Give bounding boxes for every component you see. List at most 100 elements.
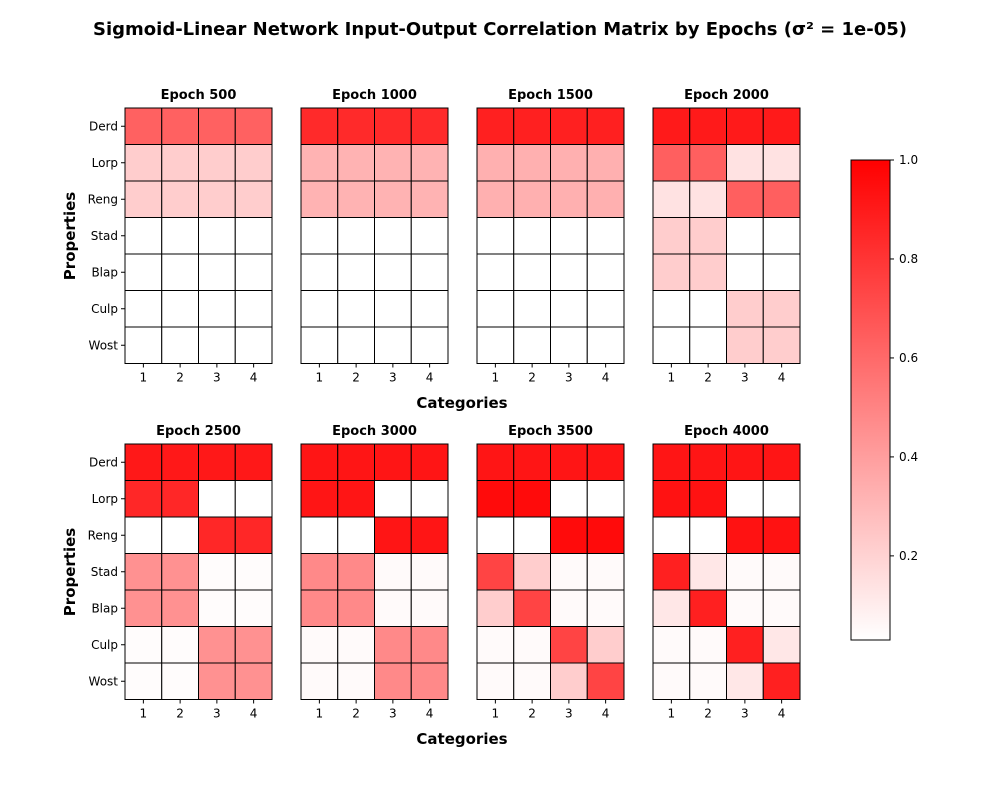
- heatmap-cell: [550, 553, 588, 591]
- x-tick-label: 1: [668, 371, 676, 385]
- heatmap-cell: [689, 443, 727, 481]
- panel-title: Epoch 500: [161, 88, 237, 103]
- heatmap-cell: [689, 253, 727, 291]
- x-tick-label: 1: [492, 707, 500, 721]
- heatmap-cell: [410, 180, 449, 218]
- heatmap-cell: [198, 662, 236, 700]
- x-tick-label: 3: [389, 371, 397, 385]
- heatmap-cell: [513, 480, 551, 518]
- heatmap-cell: [586, 480, 625, 518]
- heatmap-panel: Epoch 2500 1 2 3 4 Derd Lorp Reng Stad Blap Culp Wo…: [88, 424, 273, 721]
- heatmap-cell: [586, 516, 625, 554]
- heatmap-cell: [161, 553, 199, 591]
- heatmap-cell: [652, 253, 691, 291]
- heatmap-cell: [234, 589, 273, 627]
- y-tick-label: Lorp: [92, 492, 118, 506]
- heatmap-cell: [234, 290, 273, 328]
- heatmap-panel: Epoch 1000 1 2 3 4: [300, 88, 449, 385]
- heatmap-cell: [726, 589, 764, 627]
- heatmap-cell: [689, 589, 727, 627]
- y-tick-label: Wost: [89, 674, 119, 688]
- heatmap-cell: [410, 253, 449, 291]
- heatmap-cell: [513, 290, 551, 328]
- heatmap-cell: [337, 253, 375, 291]
- heatmap-cell: [550, 253, 588, 291]
- x-tick-label: 1: [316, 707, 324, 721]
- y-tick-label: Stad: [91, 229, 118, 243]
- heatmap-cell: [337, 107, 375, 145]
- heatmap-cell: [124, 107, 163, 145]
- x-tick-label: 2: [704, 707, 712, 721]
- x-tick-label: 3: [213, 707, 221, 721]
- heatmap-cell: [652, 107, 691, 145]
- y-tick-label: Reng: [88, 528, 118, 542]
- heatmap-cell: [198, 253, 236, 291]
- heatmap-cell: [198, 480, 236, 518]
- heatmap-cell: [300, 290, 339, 328]
- heatmap-cell: [476, 516, 515, 554]
- heatmap-cell: [652, 662, 691, 700]
- heatmap-cell: [652, 180, 691, 218]
- heatmap-cell: [410, 480, 449, 518]
- heatmap-cell: [762, 290, 801, 328]
- heatmap-cell: [726, 290, 764, 328]
- heatmap-cell: [198, 516, 236, 554]
- x-tick-label: 2: [352, 371, 360, 385]
- heatmap-cell: [161, 217, 199, 255]
- heatmap-cell: [198, 626, 236, 664]
- x-tick-label: 2: [528, 371, 536, 385]
- heatmap-cell: [374, 180, 412, 218]
- heatmap-cell: [513, 662, 551, 700]
- y-tick-label: Lorp: [92, 156, 118, 170]
- heatmap-cell: [410, 662, 449, 700]
- colorbar-tick-label: 1.0: [899, 153, 918, 167]
- x-tick-label: 3: [213, 371, 221, 385]
- heatmap-cell: [476, 553, 515, 591]
- heatmap-cell: [234, 217, 273, 255]
- heatmap-cell: [513, 253, 551, 291]
- heatmap-cell: [726, 553, 764, 591]
- heatmap-cell: [689, 107, 727, 145]
- heatmap-cell: [762, 626, 801, 664]
- panel-frame: [652, 443, 801, 700]
- heatmap-cell: [300, 443, 339, 481]
- heatmap-cell: [124, 662, 163, 700]
- heatmap-cell: [337, 217, 375, 255]
- heatmap-cell: [513, 217, 551, 255]
- heatmap-cell: [234, 107, 273, 145]
- heatmap-cell: [337, 662, 375, 700]
- heatmap-cell: [762, 144, 801, 182]
- y-tick-label: Stad: [91, 565, 118, 579]
- heatmap-cell: [476, 589, 515, 627]
- heatmap-cell: [762, 480, 801, 518]
- heatmap-cell: [476, 626, 515, 664]
- heatmap-cell: [374, 326, 412, 364]
- heatmap-panel: Epoch 3500 1 2 3 4: [476, 424, 625, 721]
- heatmap-cell: [374, 144, 412, 182]
- heatmap-cell: [337, 480, 375, 518]
- heatmap-cell: [124, 217, 163, 255]
- heatmap-cell: [550, 516, 588, 554]
- y-tick-label: Blap: [91, 265, 118, 279]
- x-axis-label-top: Categories: [416, 394, 507, 412]
- x-tick-label: 2: [704, 371, 712, 385]
- heatmap-cell: [410, 107, 449, 145]
- heatmap-cell: [726, 516, 764, 554]
- heatmap-cell: [726, 626, 764, 664]
- heatmap-cell: [124, 443, 163, 481]
- heatmap-cell: [652, 626, 691, 664]
- heatmap-cell: [476, 443, 515, 481]
- heatmap-cell: [161, 253, 199, 291]
- heatmap-cell: [652, 589, 691, 627]
- heatmap-cell: [513, 144, 551, 182]
- heatmap-cell: [161, 480, 199, 518]
- heatmap-cell: [410, 290, 449, 328]
- panel-title: Epoch 1000: [332, 88, 417, 103]
- x-axis-label-bottom: Categories: [416, 730, 507, 748]
- heatmap-cell: [513, 326, 551, 364]
- heatmap-cell: [234, 626, 273, 664]
- heatmap-cell: [550, 480, 588, 518]
- heatmap-cell: [300, 589, 339, 627]
- heatmap-cell: [374, 217, 412, 255]
- x-tick-label: 3: [741, 707, 749, 721]
